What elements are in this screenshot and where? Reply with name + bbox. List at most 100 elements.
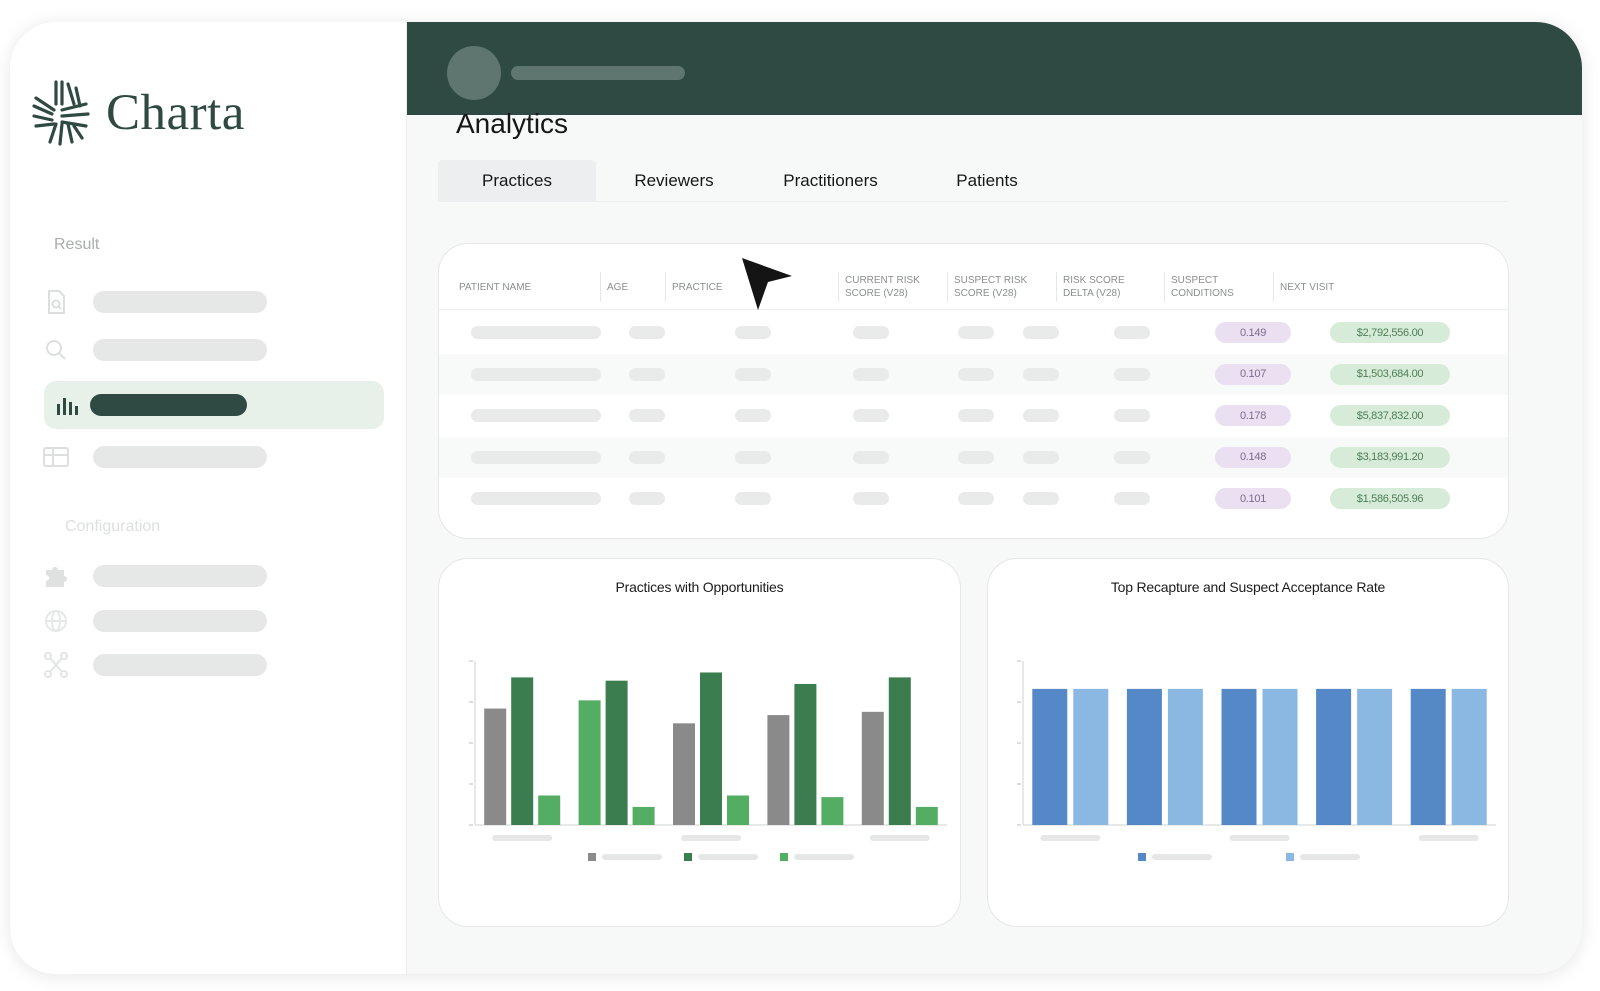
bar <box>605 680 628 825</box>
value-badge: $2,792,556.00 <box>1330 322 1450 343</box>
cell-placeholder <box>958 409 994 422</box>
page-title: Analytics <box>456 108 569 139</box>
cell-placeholder <box>471 409 601 422</box>
value-badge: $5,837,832.00 <box>1330 405 1450 426</box>
bar <box>538 795 561 825</box>
nav-label-placeholder <box>93 610 267 632</box>
network-icon <box>42 651 70 679</box>
table-row[interactable]: 0.101 $1,586,505.96 <box>439 478 1508 519</box>
bar <box>484 708 507 825</box>
bar <box>1032 688 1068 825</box>
recapture-bar-chart <box>1017 660 1496 861</box>
risk-score-badge: 0.178 <box>1215 405 1291 426</box>
bar <box>1126 688 1162 825</box>
bar <box>1410 688 1446 825</box>
cell-placeholder <box>853 367 889 381</box>
col-header-age[interactable]: AGE <box>600 272 628 302</box>
col-header-suspect-conditions[interactable]: SUSPECT CONDITIONS <box>1164 272 1234 302</box>
x-tick-label-placeholder <box>681 835 741 841</box>
tab-bar: Practices Reviewers Practitioners Patien… <box>438 160 1508 202</box>
tab-patients[interactable]: Patients <box>956 171 1018 190</box>
mouse-cursor-icon <box>742 258 792 310</box>
legend-label-placeholder <box>698 854 758 860</box>
brand-logo[interactable]: Charta <box>32 80 245 146</box>
data-table-card: PATIENT NAME AGE PRACTICE CURRENT RISK S… <box>438 243 1509 539</box>
table-row[interactable]: 0.148 $3,183,991.20 <box>439 436 1508 478</box>
tab-practices[interactable]: Practices <box>438 160 596 202</box>
bar <box>1262 688 1298 825</box>
sidebar-item-table[interactable] <box>42 433 382 481</box>
tab-reviewers[interactable]: Reviewers <box>634 171 714 190</box>
section-label-result: Result <box>54 236 100 253</box>
cell-placeholder <box>1114 409 1150 422</box>
globe-icon <box>42 607 70 635</box>
cell-placeholder <box>735 409 771 422</box>
table-row[interactable]: 0.149 $2,792,556.00 <box>439 312 1508 353</box>
x-tick-label-placeholder <box>1418 835 1479 841</box>
table-row[interactable]: 0.107 $1,503,684.00 <box>439 353 1508 395</box>
cell-placeholder <box>1023 367 1059 381</box>
cell-placeholder <box>1114 367 1150 381</box>
cell-placeholder <box>629 409 665 422</box>
document-search-icon <box>42 288 70 316</box>
cell-placeholder <box>629 367 665 381</box>
sidebar-item-network[interactable] <box>42 641 382 689</box>
bar <box>1073 688 1109 825</box>
value-badge: $1,503,684.00 <box>1330 363 1450 385</box>
bar <box>673 723 695 825</box>
cell-placeholder <box>471 492 601 505</box>
chart-title: Practices with Opportunities <box>615 579 784 595</box>
cell-placeholder <box>629 450 665 464</box>
table-icon <box>42 443 70 471</box>
sidebar-item-search[interactable] <box>42 326 382 374</box>
cell-placeholder <box>471 450 601 464</box>
cell-placeholder <box>735 492 771 505</box>
nav-label-placeholder <box>93 339 267 361</box>
value-badge: $1,586,505.96 <box>1330 488 1450 509</box>
bar <box>632 806 655 825</box>
sidebar-item-analytics[interactable] <box>44 381 384 429</box>
value-badge: $3,183,991.20 <box>1330 446 1450 468</box>
legend-label-placeholder <box>794 854 854 860</box>
cell-placeholder <box>958 450 994 464</box>
cell-placeholder <box>629 326 665 339</box>
cell-placeholder <box>629 492 665 505</box>
col-header-practice[interactable]: PRACTICE <box>665 272 723 302</box>
legend-label-placeholder <box>602 854 662 860</box>
nav-label-placeholder <box>93 446 267 468</box>
cell-placeholder <box>1114 326 1150 339</box>
col-header-current-risk-score[interactable]: CURRENT RISK SCORE (V28) <box>838 272 920 302</box>
col-header-suspect-risk-score[interactable]: SUSPECT RISK SCORE (V28) <box>947 272 1027 302</box>
chart-card-practices: Practices with Opportunities <box>438 558 961 927</box>
bar <box>1316 688 1352 825</box>
brand-name: Charta <box>106 85 245 141</box>
table-row[interactable]: 0.178 $5,837,832.00 <box>439 395 1508 436</box>
col-header-next-visit[interactable]: NEXT VISIT <box>1273 272 1334 302</box>
bar <box>1451 688 1487 825</box>
col-header-patient-name[interactable]: PATIENT NAME <box>459 281 532 293</box>
bar <box>767 715 790 825</box>
sidebar-item-document-search[interactable] <box>42 278 382 326</box>
risk-score-badge: 0.107 <box>1215 363 1291 385</box>
puzzle-icon <box>42 562 70 590</box>
cell-placeholder <box>853 492 889 505</box>
legend-swatch <box>1138 853 1146 861</box>
tab-practitioners[interactable]: Practitioners <box>783 171 878 190</box>
avatar[interactable] <box>447 46 501 100</box>
col-header-risk-score-delta[interactable]: RISK SCORE DELTA (V28) <box>1056 272 1125 302</box>
x-tick-label-placeholder <box>869 835 930 841</box>
cell-placeholder <box>958 367 994 381</box>
legend-swatch <box>1286 853 1294 861</box>
sidebar-item-global[interactable] <box>42 597 382 645</box>
cell-placeholder <box>1114 492 1150 505</box>
legend-label-placeholder <box>1300 854 1360 860</box>
cell-placeholder <box>735 326 771 339</box>
x-tick-label-placeholder <box>1040 835 1101 841</box>
bar <box>700 672 722 825</box>
bar <box>578 700 601 825</box>
sidebar-item-integrations[interactable] <box>42 552 382 600</box>
bar-chart-icon <box>54 391 82 419</box>
nav-label-placeholder <box>90 394 247 416</box>
x-tick-label-placeholder <box>492 835 553 841</box>
bar <box>915 806 938 825</box>
